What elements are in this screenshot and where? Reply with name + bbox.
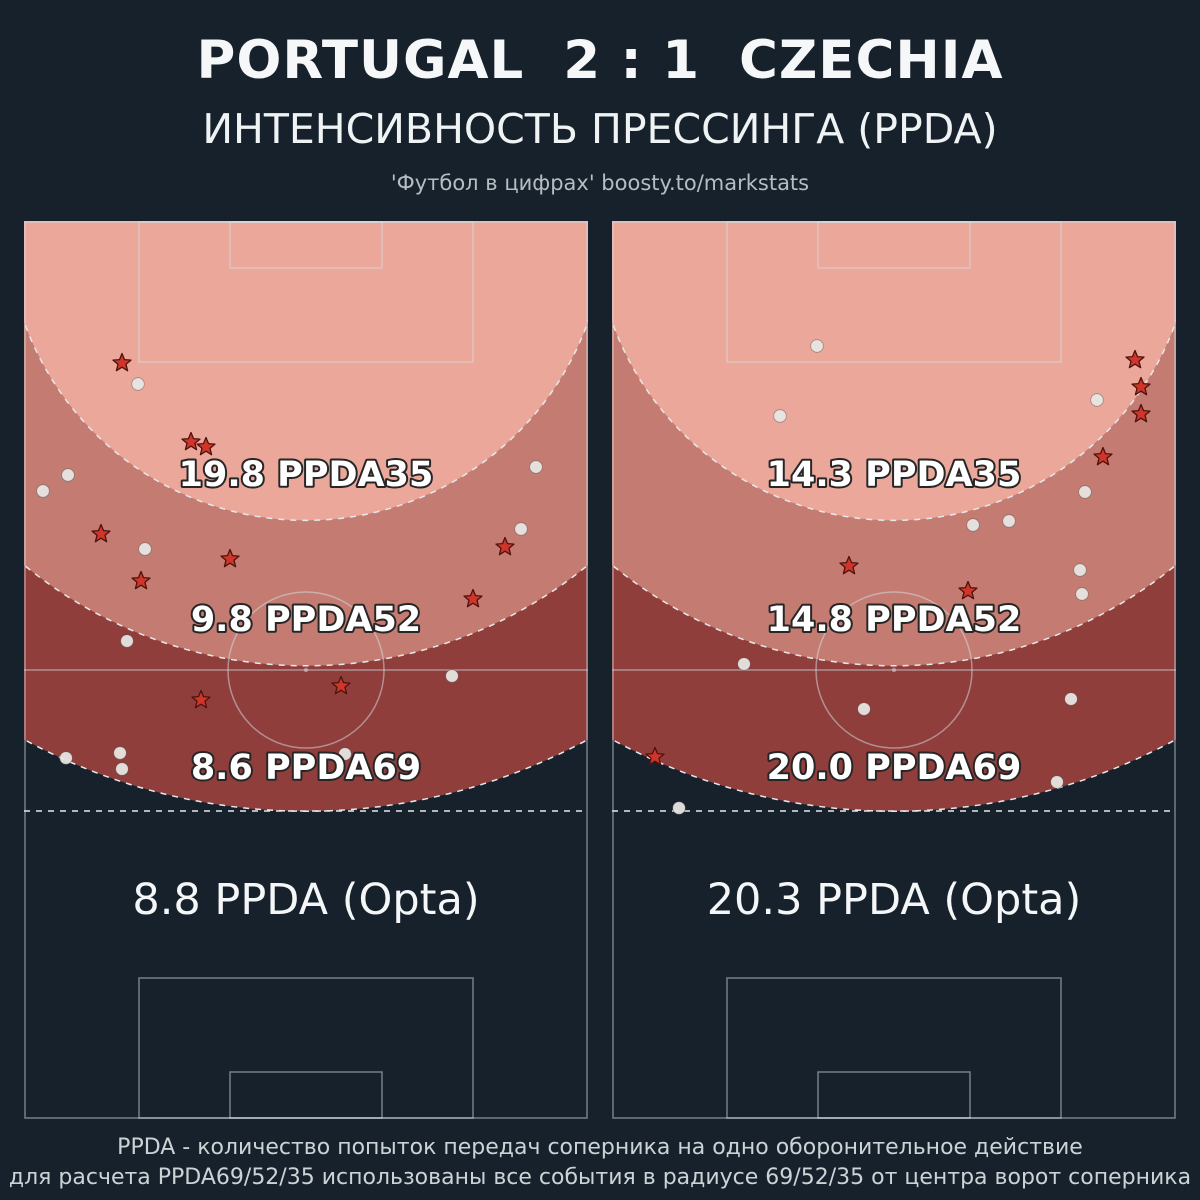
defensive-action-star	[1093, 446, 1113, 466]
zone-boundary-arc	[612, 319, 1176, 522]
opponent-event-dot	[1075, 587, 1089, 601]
opponent-event-dot	[966, 518, 980, 532]
opponent-event-dot	[1078, 485, 1092, 499]
opta-ppda-label: 8.8 PPDA (Opta)	[132, 875, 479, 925]
opponent-event-dot	[1073, 563, 1087, 577]
opta-ppda-label: 20.3 PPDA (Opta)	[707, 875, 1082, 925]
zone-value-label: 14.3 PPDA35	[767, 455, 1022, 495]
defensive-action-star	[191, 689, 211, 709]
defensive-action-star	[958, 580, 978, 600]
zone-boundary-arc	[612, 738, 1176, 812]
opponent-event-dot	[529, 460, 543, 474]
credit-line: 'Футбол в цифрах' boosty.to/markstats	[390, 171, 810, 195]
defensive-action-star	[91, 523, 111, 543]
opponent-event-dot	[514, 522, 528, 536]
defensive-action-star	[1131, 403, 1151, 423]
zone-boundary-arc	[24, 319, 588, 522]
defensive-action-star	[181, 431, 201, 451]
ppda-definition: PPDA - количество попыток передач соперн…	[117, 1135, 1083, 1160]
chart-title: ИНТЕНСИВНОСТЬ ПРЕССИНГА (PPDA)	[202, 105, 998, 153]
opponent-event-dot	[115, 762, 129, 776]
defensive-action-star	[131, 570, 151, 590]
opponent-event-dot	[773, 409, 787, 423]
opponent-event-dot	[1050, 775, 1064, 789]
zone-value-label: 9.8 PPDA52	[191, 600, 421, 640]
defensive-action-star	[839, 555, 859, 575]
opponent-event-dot	[857, 702, 871, 716]
pitch-panel-portugal: 19.8 PPDA35 9.8 PPDA52 8.6 PPDA69 8.8 PPDA …	[24, 221, 588, 1119]
opponent-event-dot	[810, 339, 824, 353]
defensive-action-star	[196, 436, 216, 456]
opponent-event-dot	[1064, 692, 1078, 706]
ppda-method: для расчета PPDA69/52/35 использованы вс…	[8, 1164, 1192, 1190]
opponent-event-dot	[120, 634, 134, 648]
zone-value-label: 19.8 PPDA35	[179, 455, 434, 495]
opponent-event-dot	[113, 746, 127, 760]
match-title: PORTUGAL 2 : 1 CZECHIA	[196, 30, 1004, 91]
pitch-markings	[24, 221, 588, 1119]
defensive-action-star	[1131, 376, 1151, 396]
zone-boundary-arc	[24, 738, 588, 812]
opponent-event-dot	[1090, 393, 1104, 407]
opponent-event-dot	[672, 801, 686, 815]
opponent-event-dot	[131, 377, 145, 391]
defensive-action-star	[463, 588, 483, 608]
opponent-event-dot	[338, 747, 352, 761]
opponent-event-dot	[1002, 514, 1016, 528]
opponent-event-dot	[59, 751, 73, 765]
pitch-panel-czechia: 14.3 PPDA35 14.8 PPDA52 20.0 PPDA69 20.3 PP…	[612, 221, 1176, 1119]
opponent-event-dot	[36, 484, 50, 498]
defensive-action-star	[495, 536, 515, 556]
zone-boundary-arc	[24, 563, 588, 667]
zone-value-label: 20.0 PPDA69	[767, 748, 1022, 788]
pitch-panels: 19.8 PPDA35 9.8 PPDA52 8.6 PPDA69 8.8 PPDA …	[0, 221, 1200, 1119]
defensive-action-star	[1125, 349, 1145, 369]
defensive-action-star	[331, 675, 351, 695]
zone-value-label: 8.6 PPDA69	[191, 748, 421, 788]
defensive-action-star	[112, 352, 132, 372]
opponent-event-dot	[737, 657, 751, 671]
opponent-event-dot	[61, 468, 75, 482]
pressing-zone-35	[612, 221, 1176, 521]
zone-value-label: 14.8 PPDA52	[767, 600, 1022, 640]
opponent-event-dot	[445, 669, 459, 683]
pitch-markings	[612, 221, 1176, 1119]
defensive-action-star	[220, 548, 240, 568]
opponent-event-dot	[138, 542, 152, 556]
footer: PPDA - количество попыток передач соперн…	[0, 1133, 1200, 1192]
pressing-zone-35	[24, 221, 588, 521]
defensive-action-star	[645, 746, 665, 766]
header: PORTUGAL 2 : 1 CZECHIA ИНТЕНСИВНОСТЬ ПРЕ…	[0, 30, 1200, 195]
zone-boundary-arc	[612, 563, 1176, 667]
